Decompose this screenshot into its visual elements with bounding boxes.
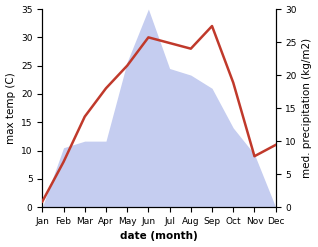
X-axis label: date (month): date (month): [120, 231, 198, 242]
Y-axis label: med. precipitation (kg/m2): med. precipitation (kg/m2): [302, 38, 313, 178]
Y-axis label: max temp (C): max temp (C): [5, 72, 16, 144]
